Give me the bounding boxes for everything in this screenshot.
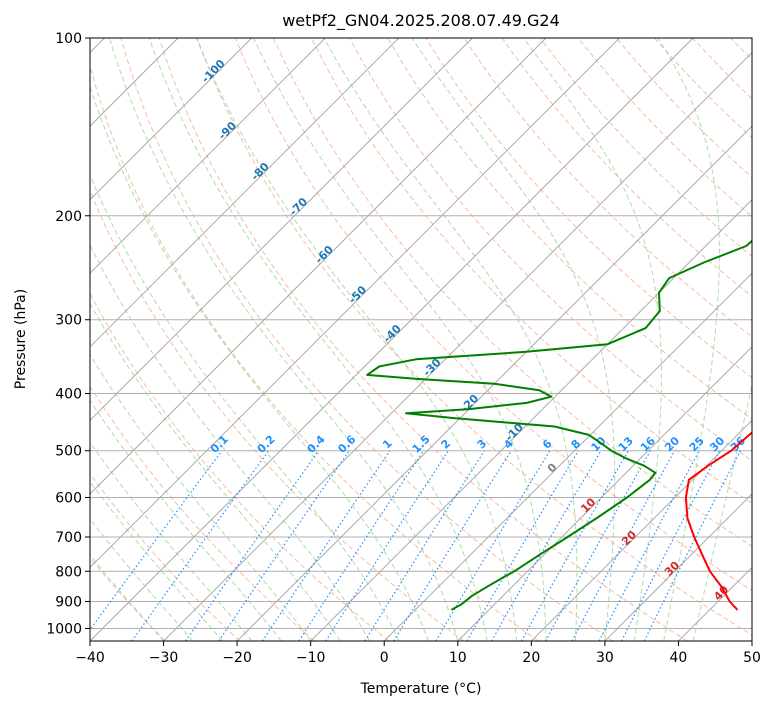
x-tick-label: −20 [222,650,252,666]
y-tick-label: 100 [55,31,82,47]
x-tick-label: 20 [522,650,540,666]
x-tick-label: 0 [380,650,389,666]
y-tick-label: 300 [55,313,82,329]
chart-title: wetPf2_GN04.2025.208.07.49.G24 [282,11,560,31]
y-tick-label: 600 [55,490,82,506]
x-tick-label: −40 [75,650,105,666]
x-tick-label: −30 [149,650,179,666]
x-tick-label: 10 [449,650,467,666]
x-tick-label: 30 [596,650,614,666]
y-tick-label: 200 [55,209,82,225]
y-tick-label: 500 [55,444,82,460]
x-tick-label: −10 [296,650,326,666]
y-tick-label: 1000 [46,621,82,637]
y-tick-label: 900 [55,594,82,610]
x-axis-label: Temperature (°C) [360,681,482,697]
x-tick-label: 50 [743,650,761,666]
y-tick-label: 400 [55,387,82,403]
y-axis-label: Pressure (hPa) [13,289,29,389]
y-tick-label: 800 [55,564,82,580]
y-tick-label: 700 [55,530,82,546]
x-tick-label: 40 [670,650,688,666]
